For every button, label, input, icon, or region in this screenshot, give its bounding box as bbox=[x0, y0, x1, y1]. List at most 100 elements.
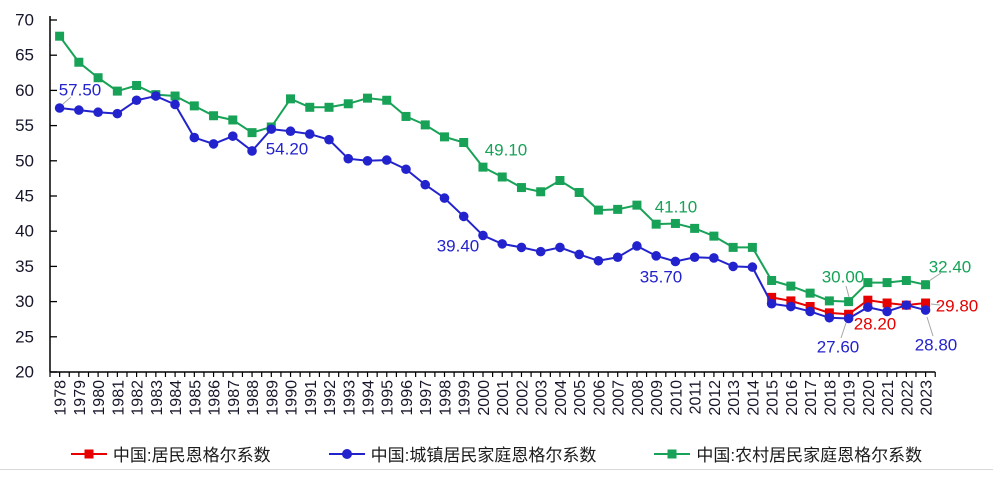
data-label-urban-2019: 27.60 bbox=[817, 338, 860, 357]
x-axis-label: 1984 bbox=[168, 380, 185, 416]
data-point-urban bbox=[497, 239, 508, 249]
x-axis-label: 2008 bbox=[630, 380, 647, 416]
data-point-rural bbox=[555, 176, 565, 186]
data-point-national bbox=[921, 298, 931, 308]
x-axis-label: 2010 bbox=[668, 380, 685, 416]
x-axis-label: 2003 bbox=[534, 380, 551, 416]
x-axis-label: 1979 bbox=[72, 380, 89, 416]
data-point-urban bbox=[747, 262, 758, 272]
x-axis-label: 1987 bbox=[226, 380, 243, 416]
x-axis-label: 2011 bbox=[688, 380, 705, 415]
data-point-rural bbox=[921, 280, 931, 290]
x-axis-label: 1983 bbox=[149, 380, 166, 416]
y-axis-label: 20 bbox=[15, 363, 34, 382]
data-point-urban bbox=[478, 230, 488, 241]
data-point-urban bbox=[766, 298, 777, 309]
data-point-urban bbox=[651, 251, 661, 261]
data-point-urban bbox=[208, 139, 219, 149]
x-axis-label: 1990 bbox=[284, 380, 301, 416]
data-point-urban bbox=[304, 129, 315, 139]
x-axis-label: 2015 bbox=[765, 380, 782, 416]
data-point-urban bbox=[574, 249, 584, 260]
x-axis-label: 2018 bbox=[822, 380, 839, 416]
red-square-marker-icon bbox=[70, 449, 107, 458]
data-point-rural bbox=[93, 73, 103, 83]
data-point-urban bbox=[670, 256, 681, 267]
x-axis-label: 2021 bbox=[880, 380, 897, 416]
y-axis-label: 45 bbox=[15, 187, 34, 206]
x-axis-label: 2001 bbox=[495, 380, 512, 416]
x-axis-label: 1999 bbox=[457, 380, 474, 416]
data-point-rural bbox=[882, 278, 892, 288]
data-point-rural bbox=[747, 242, 757, 252]
legend-item-urban: 中国:城镇居民家庭恩格尔系数 bbox=[328, 441, 597, 466]
y-axis-label: 55 bbox=[15, 116, 34, 135]
data-point-rural bbox=[786, 281, 796, 291]
data-label-urban-2023: 28.80 bbox=[915, 336, 958, 355]
data-point-rural bbox=[459, 137, 469, 147]
x-axis-label: 1981 bbox=[110, 380, 127, 416]
legend-item-rural: 中国:农村居民家庭恩格尔系数 bbox=[654, 441, 922, 466]
data-point-urban bbox=[93, 107, 103, 118]
data-point-urban bbox=[555, 242, 565, 253]
data-point-rural bbox=[728, 242, 738, 252]
data-label-national-2023: 29.80 bbox=[936, 297, 979, 316]
data-point-urban bbox=[189, 132, 200, 143]
data-point-urban bbox=[535, 246, 546, 257]
x-axis-label: 2012 bbox=[707, 380, 724, 416]
x-axis-label: 2014 bbox=[745, 380, 762, 416]
data-point-rural bbox=[613, 204, 623, 214]
data-point-urban bbox=[728, 261, 738, 272]
x-axis-label: 1982 bbox=[130, 380, 147, 416]
data-point-urban bbox=[74, 105, 84, 115]
green-square-marker-icon bbox=[654, 449, 691, 458]
data-point-rural bbox=[74, 57, 84, 67]
x-axis-label: 2013 bbox=[726, 380, 743, 416]
data-point-national bbox=[805, 302, 815, 312]
x-axis-label: 2007 bbox=[611, 380, 628, 416]
legend-label-urban: 中国:城镇居民家庭恩格尔系数 bbox=[370, 446, 597, 465]
data-point-rural bbox=[382, 95, 392, 105]
x-axis-label: 2020 bbox=[861, 380, 878, 416]
data-point-rural bbox=[709, 231, 719, 241]
x-axis-label: 1998 bbox=[437, 380, 454, 416]
data-label-urban-2000: 39.40 bbox=[437, 237, 480, 256]
y-axis-label: 65 bbox=[15, 46, 34, 65]
y-axis-label: 30 bbox=[15, 292, 34, 311]
data-point-rural bbox=[516, 183, 526, 193]
data-point-urban bbox=[324, 134, 334, 145]
data-point-urban bbox=[709, 253, 719, 263]
y-axis-label: 25 bbox=[15, 327, 34, 346]
data-point-national bbox=[882, 298, 892, 308]
data-point-rural bbox=[209, 111, 219, 121]
x-axis-label: 1994 bbox=[361, 380, 378, 416]
data-point-urban bbox=[343, 153, 354, 164]
data-point-urban bbox=[227, 131, 238, 141]
data-point-rural bbox=[132, 80, 142, 90]
x-axis-label: 1992 bbox=[322, 380, 339, 416]
data-point-urban bbox=[131, 95, 142, 106]
data-point-rural bbox=[690, 223, 700, 233]
data-point-urban bbox=[381, 155, 392, 165]
x-axis-label: 1986 bbox=[207, 380, 224, 416]
legend-label-rural: 中国:农村居民家庭恩格尔系数 bbox=[696, 446, 923, 465]
data-point-national bbox=[863, 295, 873, 305]
data-label-urban-1978: 57.50 bbox=[59, 81, 102, 100]
data-label-rural-2019: 30.00 bbox=[822, 268, 865, 287]
data-point-rural bbox=[651, 219, 661, 229]
data-point-rural bbox=[170, 91, 180, 101]
data-point-rural bbox=[228, 115, 238, 125]
data-label-national-2019: 28.20 bbox=[854, 315, 897, 334]
data-label-leader bbox=[928, 272, 942, 282]
data-point-rural bbox=[363, 93, 373, 103]
data-point-urban bbox=[824, 312, 835, 323]
data-point-urban bbox=[54, 103, 65, 113]
data-point-urban bbox=[843, 313, 854, 324]
data-point-urban bbox=[401, 164, 411, 175]
data-point-urban bbox=[439, 193, 450, 203]
data-point-urban bbox=[593, 255, 604, 266]
data-label-rural-2010: 41.10 bbox=[655, 198, 698, 217]
y-axis-label: 60 bbox=[15, 81, 34, 100]
x-axis-label: 2009 bbox=[649, 380, 666, 416]
